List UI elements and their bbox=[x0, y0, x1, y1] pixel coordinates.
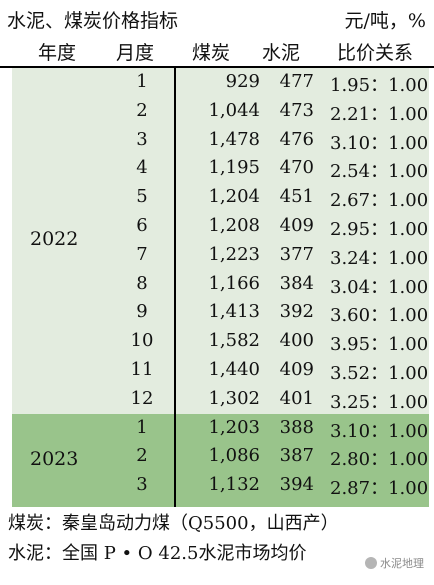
cell-month: 10 bbox=[130, 330, 154, 352]
watermark: 水泥地理 bbox=[365, 555, 424, 571]
table-row: 1 1,203 388 3.10：1.00 bbox=[12, 414, 429, 443]
table-row: 1 929 477 1.95：1.00 bbox=[12, 68, 429, 97]
cell-coal: 1,204 bbox=[208, 186, 260, 208]
table-row: 2 1,044 473 2.21：1.00 bbox=[12, 97, 429, 126]
cell-coal: 1,132 bbox=[208, 474, 260, 496]
cell-coal: 1,203 bbox=[208, 416, 260, 438]
cell-month: 5 bbox=[136, 186, 148, 208]
table-row: 3 1,478 476 3.10：1.00 bbox=[12, 126, 429, 155]
table-row: 8 1,166 384 3.04：1.00 bbox=[12, 270, 429, 299]
cell-month: 2 bbox=[136, 99, 148, 121]
table-row: 11 1,440 409 3.52：1.00 bbox=[12, 356, 429, 385]
cell-month: 11 bbox=[130, 359, 154, 380]
table-row: 4 1,195 470 2.54：1.00 bbox=[12, 154, 429, 183]
cell-cement: 388 bbox=[279, 416, 314, 438]
cell-ratio: 1.95：1.00 bbox=[330, 75, 429, 96]
cell-ratio: 3.60：1.00 bbox=[330, 305, 429, 327]
cell-month: 1 bbox=[136, 71, 148, 92]
cell-coal: 1,044 bbox=[208, 99, 260, 121]
cell-coal: 1,166 bbox=[208, 272, 260, 294]
cell-month: 12 bbox=[130, 387, 154, 409]
table-header: 年度 月度 煤炭 水泥 比价关系 bbox=[0, 34, 434, 68]
cell-cement: 477 bbox=[279, 71, 314, 92]
cell-coal: 1,208 bbox=[208, 215, 260, 236]
unit-label: 元/吨，% bbox=[344, 10, 426, 32]
cell-coal: 1,440 bbox=[208, 359, 260, 380]
table-row: 6 1,208 409 2.95：1.00 bbox=[12, 212, 429, 241]
cell-cement: 470 bbox=[279, 157, 314, 179]
watermark-text: 水泥地理 bbox=[380, 557, 424, 570]
note-cement: 水泥：全国 P • O 42.5水泥市场均价 bbox=[8, 543, 307, 564]
table-row: 10 1,582 400 3.95：1.00 bbox=[12, 327, 429, 356]
page-title: 水泥、煤炭价格指标 bbox=[7, 10, 179, 32]
cell-cement: 387 bbox=[279, 445, 314, 467]
cell-month: 3 bbox=[136, 474, 148, 496]
cell-coal: 1,302 bbox=[208, 387, 260, 409]
cell-ratio: 2.80：1.00 bbox=[330, 449, 429, 471]
cell-month: 3 bbox=[136, 128, 148, 150]
cell-month: 1 bbox=[136, 416, 148, 438]
cell-cement: 377 bbox=[279, 243, 314, 265]
cell-month: 4 bbox=[136, 157, 148, 179]
cell-month: 6 bbox=[136, 215, 148, 236]
header-cement: 水泥 bbox=[262, 42, 301, 64]
cell-cement: 409 bbox=[279, 359, 314, 380]
table-row: 7 1,223 377 3.24：1.00 bbox=[12, 241, 429, 270]
cell-ratio: 2.87：1.00 bbox=[330, 478, 429, 500]
cell-coal: 929 bbox=[225, 71, 260, 92]
cell-ratio: 2.21：1.00 bbox=[330, 103, 429, 125]
header-coal: 煤炭 bbox=[192, 42, 231, 64]
table-row: 2 1,086 387 2.80：1.00 bbox=[12, 442, 429, 471]
note-coal: 煤炭：秦皇岛动力煤（Q5500，山西产） bbox=[8, 513, 339, 534]
cell-ratio: 3.52：1.00 bbox=[330, 363, 429, 384]
header-year: 年度 bbox=[38, 42, 77, 64]
header-ratio: 比价关系 bbox=[337, 42, 414, 64]
cell-month: 7 bbox=[136, 243, 148, 265]
cell-cement: 473 bbox=[279, 99, 314, 121]
cell-cement: 392 bbox=[279, 301, 314, 323]
cell-month: 9 bbox=[136, 301, 148, 323]
cell-cement: 451 bbox=[279, 186, 314, 208]
cell-ratio: 3.04：1.00 bbox=[330, 276, 429, 298]
header-month: 月度 bbox=[116, 42, 155, 64]
cell-month: 2 bbox=[136, 445, 148, 467]
cell-coal: 1,478 bbox=[208, 128, 260, 150]
year-label: 2023 bbox=[30, 448, 79, 470]
cell-month: 8 bbox=[136, 272, 148, 294]
wechat-icon bbox=[365, 557, 377, 569]
table-row: 3 1,132 394 2.87：1.00 bbox=[12, 471, 429, 500]
group-2022 bbox=[12, 68, 429, 414]
title-row: 水泥、煤炭价格指标 元/吨，% bbox=[0, 0, 434, 34]
table-row: 5 1,204 451 2.67：1.00 bbox=[12, 183, 429, 212]
cell-ratio: 3.10：1.00 bbox=[330, 420, 429, 442]
cell-cement: 401 bbox=[279, 387, 314, 409]
cell-cement: 384 bbox=[279, 272, 314, 294]
cell-ratio: 3.95：1.00 bbox=[330, 334, 429, 356]
cell-coal: 1,086 bbox=[208, 445, 260, 467]
cell-coal: 1,195 bbox=[208, 157, 260, 179]
table-row: 9 1,413 392 3.60：1.00 bbox=[12, 298, 429, 327]
cell-ratio: 3.24：1.00 bbox=[330, 247, 429, 269]
cell-cement: 476 bbox=[279, 128, 314, 150]
year-label: 2022 bbox=[30, 228, 79, 250]
cell-cement: 394 bbox=[279, 474, 314, 496]
group-2023 bbox=[12, 414, 429, 507]
cell-ratio: 2.54：1.00 bbox=[330, 161, 429, 183]
cell-ratio: 3.10：1.00 bbox=[330, 132, 429, 154]
cell-cement: 409 bbox=[279, 215, 314, 236]
cell-ratio: 3.25：1.00 bbox=[330, 391, 429, 413]
cell-ratio: 2.67：1.00 bbox=[330, 190, 429, 212]
cell-ratio: 2.95：1.00 bbox=[330, 219, 429, 240]
column-divider bbox=[174, 66, 176, 507]
cell-cement: 400 bbox=[279, 330, 314, 352]
cell-coal: 1,413 bbox=[208, 301, 260, 323]
cell-coal: 1,582 bbox=[208, 330, 260, 352]
cell-coal: 1,223 bbox=[208, 243, 260, 265]
table-row: 12 1,302 401 3.25：1.00 bbox=[12, 385, 429, 414]
